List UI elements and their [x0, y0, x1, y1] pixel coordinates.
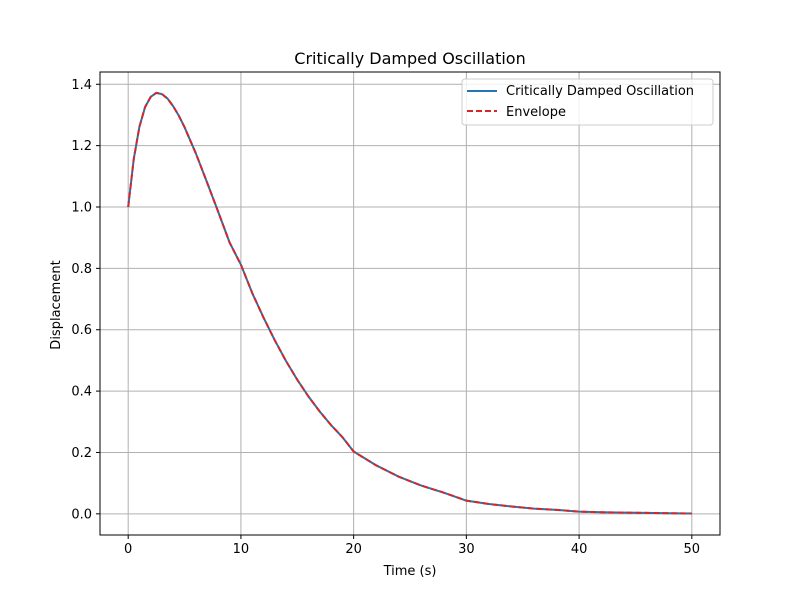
- legend-label-envelope: Envelope: [506, 105, 566, 120]
- x-tick-label: 20: [345, 542, 362, 557]
- y-tick-label: 0.0: [71, 507, 92, 522]
- y-tick-label: 1.0: [71, 201, 92, 216]
- chart-title: Critically Damped Oscillation: [294, 49, 525, 68]
- y-tick-label: 0.2: [71, 446, 92, 461]
- y-tick-label: 0.6: [71, 323, 92, 338]
- series-line-envelope: [127, 91, 692, 515]
- series-group: [127, 91, 692, 515]
- x-tick-label: 30: [458, 542, 475, 557]
- y-tick-label: 1.2: [71, 139, 92, 154]
- legend-label-critically-damped: Critically Damped Oscillation: [506, 84, 694, 99]
- legend: Critically Damped Oscillation Envelope: [461, 78, 714, 126]
- x-tick-label: 0: [124, 542, 132, 557]
- y-tick-label: 1.4: [71, 78, 92, 93]
- plot-frame: [99, 71, 721, 536]
- y-tick-label: 0.8: [71, 262, 92, 277]
- y-axis-label: Displacement: [49, 260, 64, 349]
- legend-box: [461, 78, 714, 126]
- grid: [100, 72, 720, 535]
- x-tick-label: 50: [684, 542, 701, 557]
- x-axis-label: Time (s): [383, 564, 437, 579]
- x-tick-label: 40: [571, 542, 588, 557]
- ticks: 0 10 20 30 40 50 0.0 0.2 0.4 0.6 0.8 1.0 1.2 1.4: [71, 78, 700, 557]
- y-tick-label: 0.4: [71, 385, 92, 400]
- x-tick-label: 10: [233, 542, 250, 557]
